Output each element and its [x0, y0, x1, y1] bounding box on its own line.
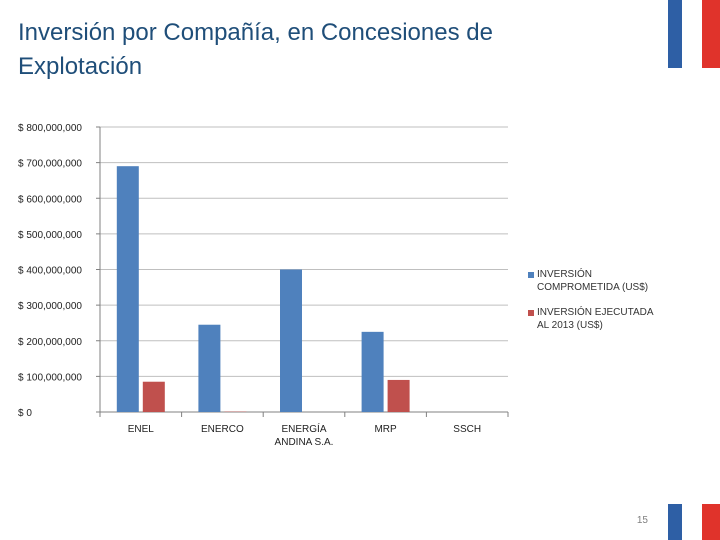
chile-flag-stripes-top — [668, 0, 720, 68]
x-tick-label: MRP — [374, 424, 397, 435]
y-tick-label: $ 800,000,000 — [18, 123, 82, 134]
y-tick-label: $ 700,000,000 — [18, 159, 82, 170]
page-number: 15 — [636, 515, 648, 526]
flag-blue-stripe — [668, 504, 682, 540]
bar-ejecutada-0 — [142, 381, 165, 412]
flag-red-stripe — [702, 504, 720, 540]
x-tick-label: ENERCO — [201, 424, 244, 435]
y-tick-label: $ 200,000,000 — [18, 337, 82, 348]
x-tick-label: ENERGÍA — [281, 422, 326, 435]
y-tick-label: $ 400,000,000 — [18, 266, 82, 277]
chart-legend: INVERSIÓN COMPROMETIDA (US$) INVERSIÓN E… — [528, 268, 678, 344]
legend-swatch-ejecutada — [528, 310, 534, 316]
legend-label-comprometida-line2: COMPROMETIDA (US$) — [537, 282, 649, 293]
flag-white-stripe — [682, 504, 702, 540]
flag-blue-stripe — [668, 0, 682, 68]
y-tick-label: $ 0 — [18, 408, 32, 419]
x-tick-label: ANDINA S.A. — [275, 437, 334, 448]
bar-comprometida-2 — [280, 269, 302, 412]
x-tick-label: ENEL — [128, 424, 155, 435]
legend-label-comprometida-line1: INVERSIÓN — [537, 269, 593, 280]
page-title: Inversión por Compañía, en Concesiones d… — [18, 19, 493, 80]
y-tick-label: $ 300,000,000 — [18, 301, 82, 312]
legend-swatch-comprometida — [528, 272, 534, 278]
x-tick-label: SSCH — [453, 424, 481, 435]
y-tick-label: $ 500,000,000 — [18, 230, 82, 241]
legend-item-ejecutada: INVERSIÓN EJECUTADA AL 2013 (US$) — [528, 306, 678, 332]
bar-comprometida-0 — [116, 166, 139, 412]
bar-comprometida-1 — [198, 324, 221, 412]
bar-comprometida-3 — [361, 331, 384, 412]
legend-label-ejecutada-line2: AL 2013 (US$) — [537, 320, 603, 331]
chile-flag-stripes-bottom — [668, 504, 720, 540]
flag-red-stripe — [702, 0, 720, 68]
bar-ejecutada-3 — [387, 379, 410, 412]
legend-item-comprometida: INVERSIÓN COMPROMETIDA (US$) — [528, 268, 678, 294]
y-tick-label: $ 600,000,000 — [18, 194, 82, 205]
flag-white-stripe — [682, 0, 702, 68]
y-tick-label: $ 100,000,000 — [18, 372, 82, 383]
legend-label-ejecutada-line1: INVERSIÓN EJECUTADA — [537, 307, 654, 318]
